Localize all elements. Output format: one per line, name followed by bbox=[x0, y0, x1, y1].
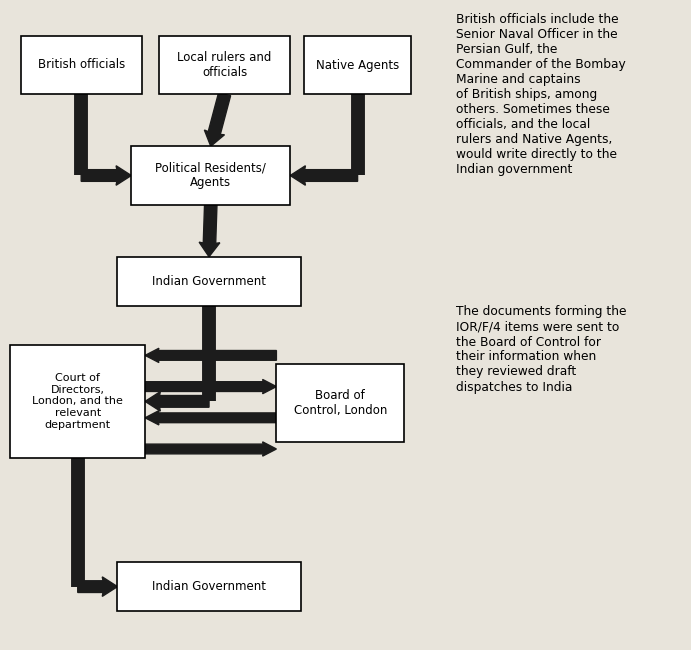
Text: Indian Government: Indian Government bbox=[152, 274, 266, 287]
FancyArrow shape bbox=[205, 93, 231, 146]
Text: Native Agents: Native Agents bbox=[316, 58, 399, 72]
FancyBboxPatch shape bbox=[159, 36, 290, 94]
Text: Political Residents/
Agents: Political Residents/ Agents bbox=[155, 161, 266, 190]
FancyArrow shape bbox=[199, 205, 220, 257]
FancyBboxPatch shape bbox=[276, 364, 404, 442]
FancyArrow shape bbox=[81, 166, 131, 185]
Text: Court of
Directors,
London, and the
relevant
department: Court of Directors, London, and the rele… bbox=[32, 373, 123, 430]
FancyBboxPatch shape bbox=[304, 36, 411, 94]
Text: Local rulers and
officials: Local rulers and officials bbox=[178, 51, 272, 79]
Text: The documents forming the
IOR/F/4 items were sent to
the Board of Control for
th: The documents forming the IOR/F/4 items … bbox=[456, 306, 627, 393]
Text: British officials: British officials bbox=[37, 58, 125, 72]
FancyBboxPatch shape bbox=[10, 344, 145, 458]
FancyArrow shape bbox=[290, 166, 358, 185]
Text: Board of
Control, London: Board of Control, London bbox=[294, 389, 387, 417]
FancyArrow shape bbox=[145, 348, 276, 363]
FancyArrow shape bbox=[145, 380, 276, 394]
FancyArrow shape bbox=[145, 391, 209, 411]
Text: Indian Government: Indian Government bbox=[152, 580, 266, 593]
Text: British officials include the
Senior Naval Officer in the
Persian Gulf, the
Comm: British officials include the Senior Nav… bbox=[456, 13, 626, 176]
FancyArrow shape bbox=[77, 577, 117, 597]
FancyArrow shape bbox=[145, 442, 276, 456]
FancyBboxPatch shape bbox=[131, 146, 290, 205]
FancyBboxPatch shape bbox=[117, 257, 301, 306]
FancyBboxPatch shape bbox=[117, 562, 301, 611]
FancyBboxPatch shape bbox=[21, 36, 142, 94]
FancyArrow shape bbox=[145, 411, 276, 425]
